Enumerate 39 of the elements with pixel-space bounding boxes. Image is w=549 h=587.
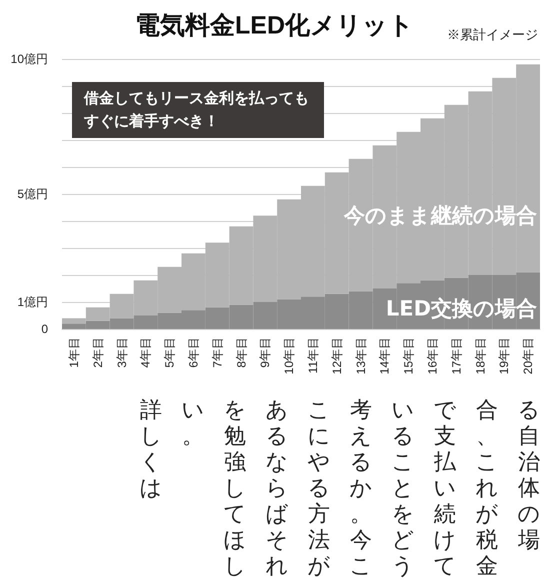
x-tick-label: 17年目 — [449, 337, 464, 374]
y-tick-label: 1億円 — [17, 295, 48, 309]
x-tick-label: 1年目 — [66, 337, 81, 368]
series-label: LED交換の場合 — [386, 296, 538, 320]
x-tick-label: 20年目 — [521, 337, 536, 374]
text: 考えるか。今こ — [349, 398, 373, 580]
x-tick-label: 8年目 — [234, 337, 248, 368]
x-tick-label: 12年目 — [330, 337, 344, 374]
text: で支払い続けて — [433, 398, 457, 580]
chart-title: 電気料金LED化メリット — [135, 12, 414, 40]
text: 合、これが税金 — [475, 398, 499, 580]
y-tick-label: 0 — [41, 322, 48, 336]
series-label: 今のまま継続の場合 — [343, 204, 537, 228]
y-tick-label: 5億円 — [17, 187, 48, 201]
x-tick-label: 19年目 — [497, 337, 512, 374]
x-tick-label: 14年目 — [378, 337, 392, 374]
text: あるならばそれ — [265, 398, 289, 580]
x-tick-label: 7年目 — [210, 337, 224, 368]
x-tick-label: 2年目 — [90, 337, 105, 368]
x-tick-label: 15年目 — [402, 337, 416, 374]
text: こにやる方法が — [307, 398, 331, 580]
text: る自治体の場 — [517, 398, 541, 554]
x-tick-label: 11年目 — [306, 337, 320, 374]
x-tick-label: 18年目 — [473, 337, 488, 374]
x-tick-label: 10年目 — [282, 337, 296, 374]
text: を勉強してほし — [223, 398, 247, 580]
x-tick-label: 4年目 — [138, 337, 153, 368]
text: 詳しくは — [139, 398, 163, 502]
chart-subtitle: ※累計イメージ — [447, 27, 538, 42]
text: いることをどう — [391, 398, 415, 580]
x-tick-label: 3年目 — [114, 337, 129, 368]
x-tick-label: 6年目 — [186, 337, 200, 368]
x-tick-label: 9年目 — [258, 337, 272, 368]
text: い。 — [181, 398, 205, 450]
x-tick-label: 16年目 — [425, 337, 440, 374]
x-tick-label: 5年目 — [162, 337, 177, 368]
x-tick-label: 13年目 — [354, 337, 368, 374]
annotation: 借金してもリース金利を払ってもすぐに着手すべき！ — [72, 82, 324, 138]
y-tick-label: 10億円 — [10, 52, 48, 66]
